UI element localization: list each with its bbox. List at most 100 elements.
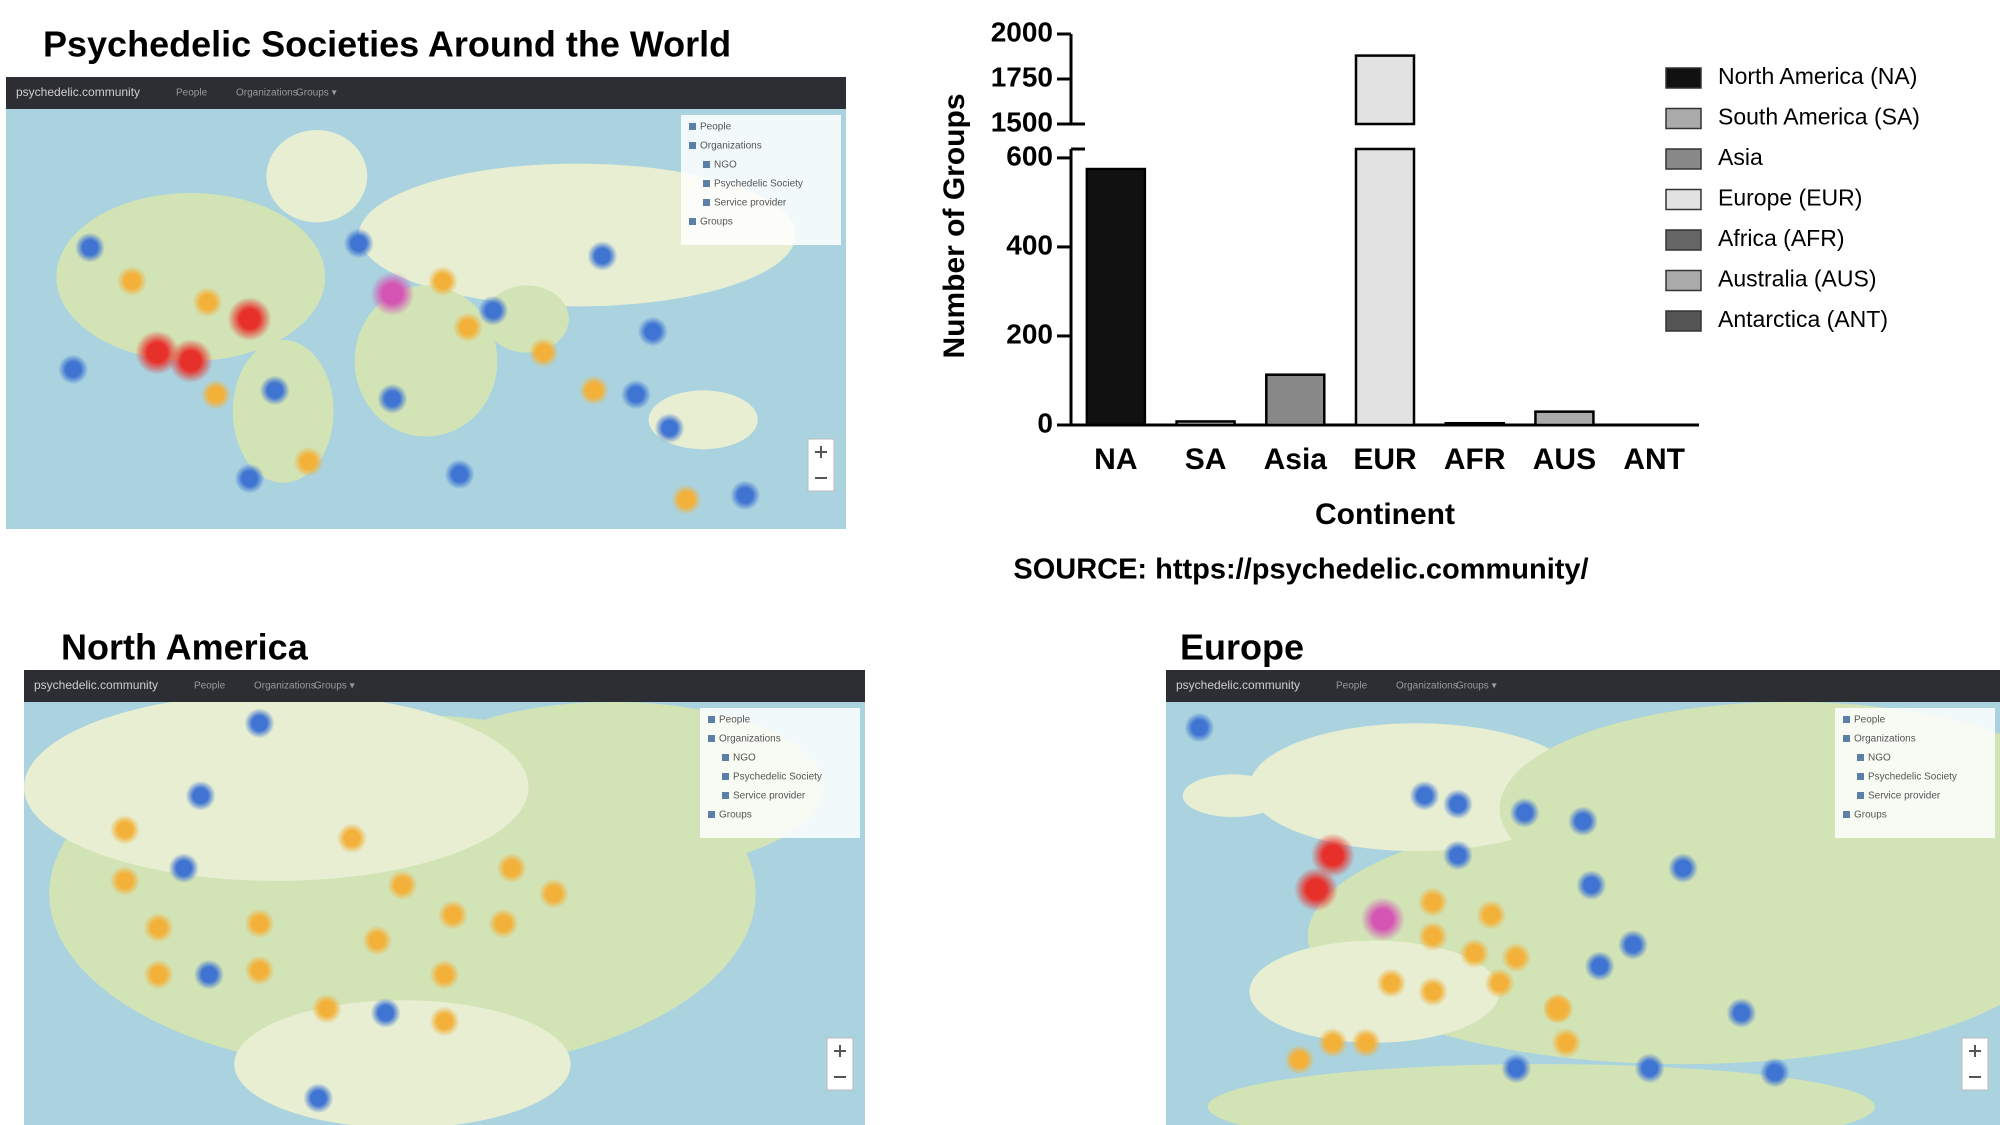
map-cluster: [194, 959, 225, 990]
map-cluster: [259, 375, 290, 406]
map-legend-item: Service provider: [733, 791, 806, 802]
map-cluster: [1417, 921, 1448, 952]
map-nav: Groups ▾: [314, 681, 355, 692]
map-nav: Groups ▾: [1456, 681, 1497, 692]
map-nav: Organizations: [1396, 681, 1458, 692]
map-cluster: [429, 959, 460, 990]
map-cluster: [377, 383, 408, 414]
map-nav: Organizations: [236, 88, 298, 99]
map-cluster: [293, 446, 324, 477]
map-cluster: [1476, 900, 1507, 930]
legend-label: Antarctica (ANT): [1718, 306, 1888, 332]
map-cluster: [444, 459, 475, 490]
map-legend-item: Groups: [719, 810, 752, 821]
map-legend-item: Organizations: [719, 734, 781, 745]
map-legend-box: [689, 218, 696, 225]
map-cluster: [244, 908, 275, 939]
y-tick-label: 1500: [991, 106, 1053, 137]
map-legend-item: Service provider: [1868, 791, 1941, 802]
map-cluster: [135, 330, 180, 375]
map-cluster: [244, 955, 275, 986]
map-cluster: [227, 297, 272, 341]
source-note: SOURCE: https://psychedelic.community/: [1013, 554, 1588, 586]
map-cluster: [1668, 853, 1699, 884]
x-tick-label: AFR: [1444, 443, 1506, 476]
map-screenshot: psychedelic.community People Organizations…: [1166, 670, 2000, 1125]
y-tick-label: 2000: [991, 16, 1053, 47]
map-legend-item: Organizations: [1854, 734, 1916, 745]
map-legend-item: Groups: [700, 217, 733, 228]
map-cluster: [168, 339, 213, 383]
map-cluster: [234, 463, 265, 494]
x-tick-label: EUR: [1353, 443, 1417, 476]
legend-label: Europe (EUR): [1718, 185, 1862, 211]
map-cluster: [303, 1083, 334, 1114]
bar: [1354, 147, 1416, 427]
map-legend-item: People: [719, 715, 751, 726]
map-cluster: [1759, 1057, 1790, 1088]
x-axis-title: Continent: [1315, 498, 1455, 531]
x-tick-label: Asia: [1264, 443, 1328, 476]
map-header: [24, 670, 865, 702]
map-cluster: [478, 295, 509, 326]
map-cluster: [1294, 867, 1339, 912]
map-cluster: [1501, 1053, 1532, 1084]
legend-swatch: [1665, 188, 1702, 211]
map-cluster: [637, 316, 668, 347]
page-title: Psychedelic Societies Around the World: [43, 24, 731, 65]
map-cluster: [621, 379, 651, 410]
map-cluster: [654, 413, 685, 444]
map-cluster: [143, 959, 174, 990]
map-cluster: [343, 228, 374, 259]
map-cluster: [143, 912, 174, 943]
map-cluster: [1376, 968, 1407, 999]
legend-swatch: [1665, 67, 1702, 89]
x-tick-label: SA: [1185, 443, 1227, 476]
map-cluster: [528, 337, 559, 368]
x-tick-label: AUS: [1533, 443, 1596, 476]
map-legend-box: [1857, 773, 1864, 780]
map-cluster: [192, 287, 223, 318]
map-nav: People: [194, 681, 226, 692]
map-legend-box: [722, 773, 729, 780]
map-cluster: [201, 379, 231, 410]
map-legend-item: Service provider: [714, 198, 787, 209]
map-legend-box: [708, 735, 715, 742]
legend-label: Africa (AFR): [1718, 225, 1845, 251]
map-brand: psychedelic.community: [34, 678, 158, 692]
map-cluster: [185, 780, 216, 811]
y-tick-label: 200: [1006, 318, 1053, 349]
map-cluster: [579, 375, 609, 406]
y-tick-label: 600: [1006, 140, 1053, 171]
bar: [1354, 54, 1416, 126]
map-legend-box: [703, 161, 710, 168]
legend-label: Australia (AUS): [1718, 266, 1876, 292]
map-cluster: [1509, 797, 1540, 828]
y-tick-label: 0: [1037, 407, 1053, 438]
legend-swatch: [1665, 107, 1702, 130]
map-legend-item: NGO: [1868, 753, 1891, 764]
legend-label: North America (NA): [1718, 63, 1917, 89]
map-cluster: [362, 925, 393, 956]
map-cluster: [1184, 712, 1215, 743]
map-legend-box: [1843, 735, 1850, 742]
map-cluster: [1317, 1027, 1348, 1058]
map-cluster: [370, 997, 401, 1028]
y-tick-label: 400: [1006, 229, 1053, 260]
map-legend-item: Psychedelic Society: [733, 772, 822, 783]
legend-swatch: [1665, 229, 1702, 251]
map-cluster: [58, 354, 89, 385]
bar: [1265, 373, 1326, 427]
map-land: [1182, 774, 1283, 818]
map-cluster: [336, 823, 367, 854]
map-cluster: [244, 708, 275, 739]
map-heading: North America: [61, 627, 309, 668]
map-legend-box: [1843, 716, 1850, 723]
map-header: [6, 77, 846, 109]
map-legend-box: [722, 792, 729, 799]
map-legend-box: [703, 199, 710, 206]
map-nav: People: [176, 88, 208, 99]
map-nav: Groups ▾: [296, 88, 337, 99]
map-cluster: [1542, 993, 1573, 1024]
